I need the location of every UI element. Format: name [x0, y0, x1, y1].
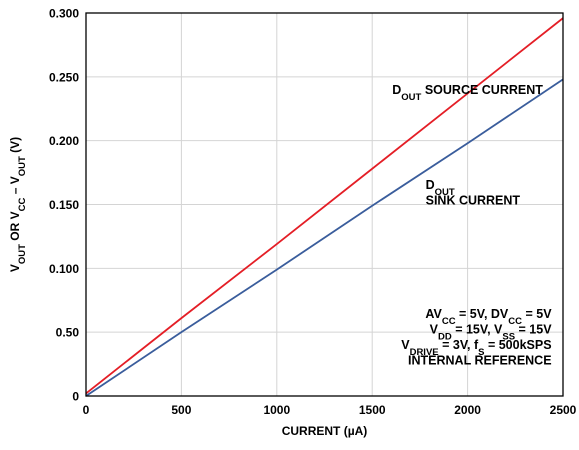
series-layer	[85, 17, 564, 397]
y-tick-label: 0	[72, 390, 79, 404]
x-tick-label: 2000	[454, 403, 481, 417]
y-tick-label: 0.50	[56, 326, 80, 340]
x-axis-label: CURRENT (µA)	[282, 424, 368, 438]
x-tick-label: 1000	[263, 403, 290, 417]
x-tick-label: 500	[171, 403, 191, 417]
conditions-box-line: VDRIVE = 3V, fS = 500kSPS	[401, 338, 551, 358]
y-tick-label: 0.200	[49, 134, 79, 148]
conditions-box-line: INTERNAL REFERENCE	[408, 354, 552, 368]
series-line-source-current	[85, 17, 564, 395]
x-tick-label: 2500	[550, 403, 577, 417]
label-sink-current-line: DOUT	[426, 178, 455, 198]
series-line-sink-current	[85, 78, 564, 397]
y-tick-label: 0.100	[49, 262, 79, 276]
y-axis-label: VOUT OR VCC – VOUT (V)	[8, 137, 28, 272]
y-tick-label: 0.150	[49, 198, 79, 212]
y-tick-label: 0.250	[49, 70, 79, 84]
tick-labels: 0 500 1000 1500 2000 2500 0 0.50 0.100 0.150 0.200…	[49, 7, 577, 418]
label-sink-current-line: SINK CURRENT	[426, 194, 521, 208]
x-tick-label: 0	[83, 403, 90, 417]
y-tick-label: 0.300	[49, 7, 79, 21]
conditions-box-line: VDD = 15V, VSS = 15V	[430, 323, 553, 343]
plot-frame	[85, 12, 564, 397]
label-source-current-line: DOUT SOURCE CURRENT	[392, 83, 543, 103]
x-tick-label: 1500	[359, 403, 386, 417]
conditions-box-line: AVCC = 5V, DVCC = 5V	[425, 307, 552, 327]
grid	[86, 13, 563, 396]
